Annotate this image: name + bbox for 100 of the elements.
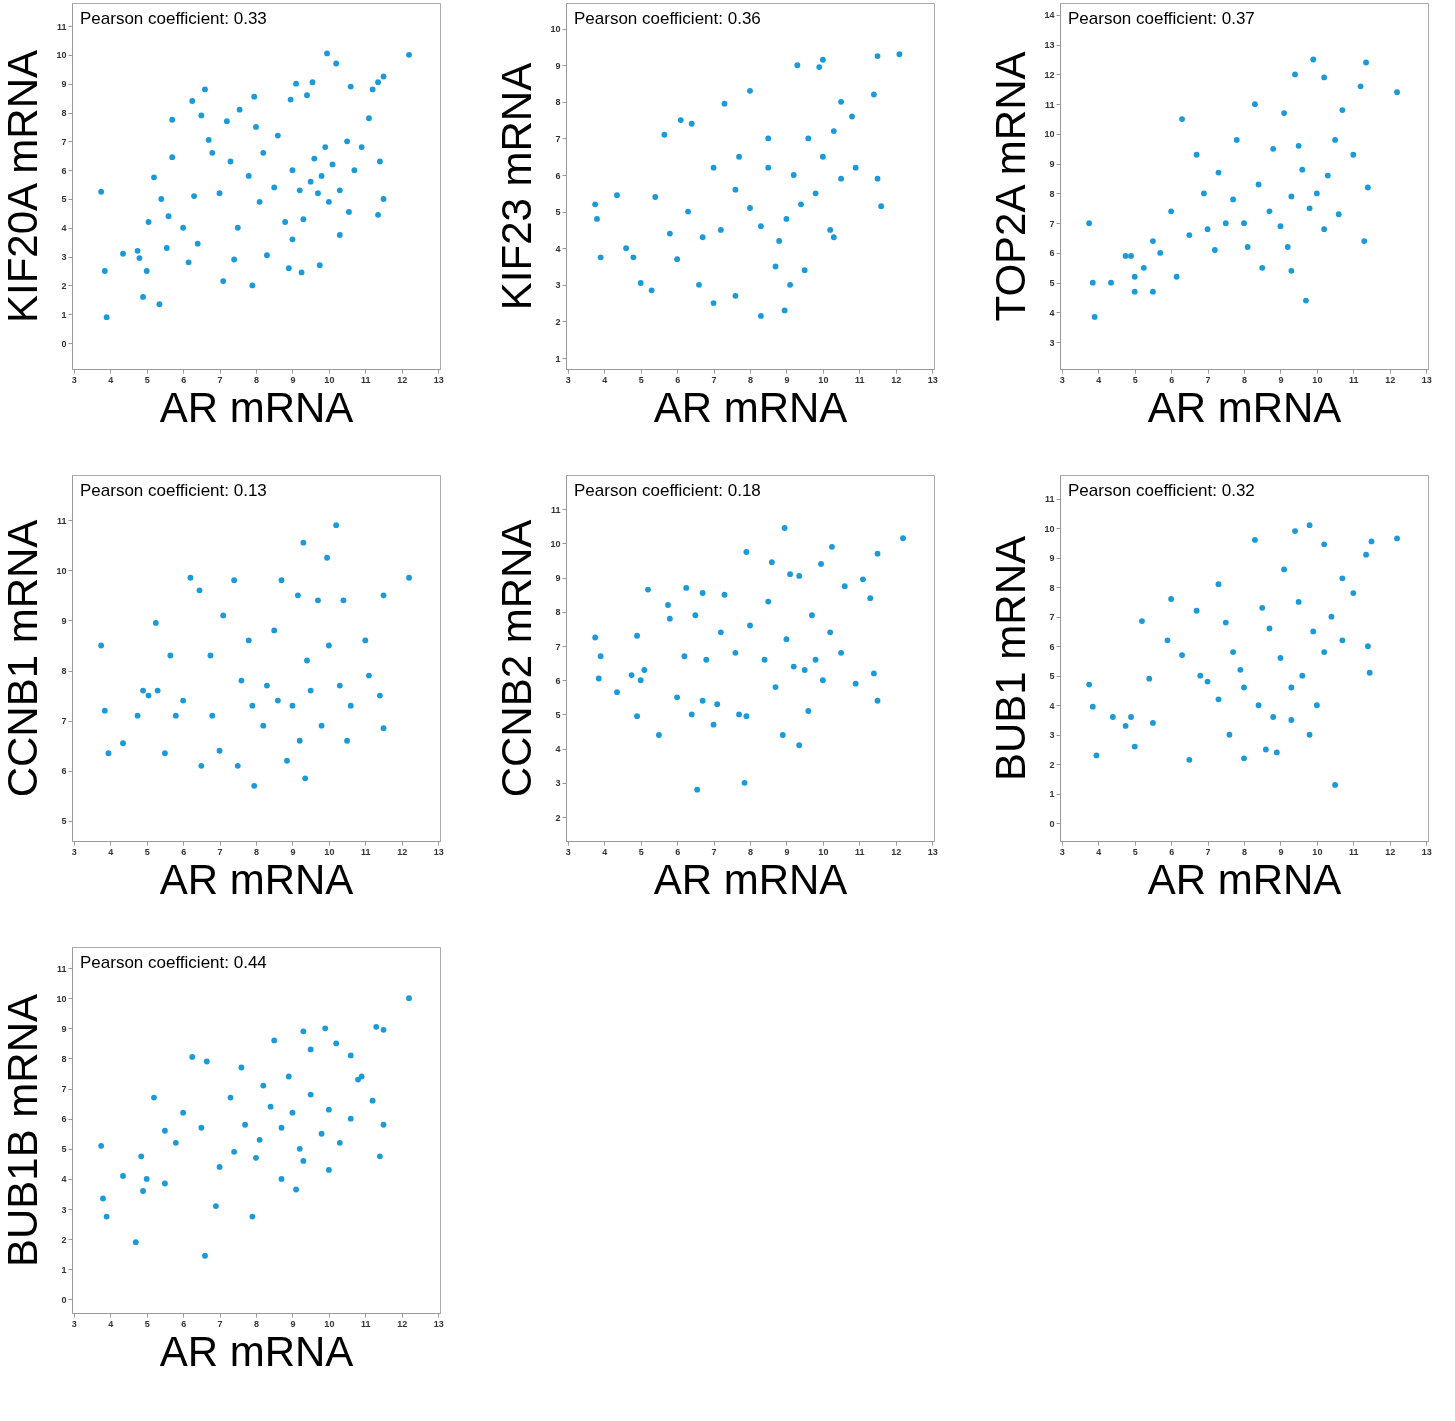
x-tick-label: 5 (1132, 374, 1138, 385)
point (1241, 684, 1247, 691)
point (1303, 297, 1309, 304)
y-tick-label: 5 (61, 194, 67, 205)
point (207, 652, 214, 659)
x-tick-label: 6 (675, 846, 681, 857)
y-tick-label: 10 (550, 24, 561, 35)
x-tick-label: 11 (361, 846, 371, 857)
x-tick-label: 12 (1385, 846, 1396, 857)
y-tick-label: 9 (61, 79, 67, 90)
y-tick-label: 9 (555, 60, 561, 71)
point (683, 584, 690, 591)
point (1244, 244, 1251, 250)
point (1139, 618, 1145, 625)
x-tick-label: 5 (144, 846, 150, 857)
x-tick-label: 7 (217, 1318, 223, 1329)
x-tick-label: 6 (675, 374, 681, 385)
x-tick-label: 7 (217, 846, 223, 857)
point (238, 677, 245, 684)
point (688, 711, 695, 718)
y-tick-label: 4 (555, 243, 561, 254)
x-axis-title: AR mRNA (653, 855, 848, 903)
point (1262, 746, 1269, 753)
point (1222, 220, 1229, 227)
point (798, 201, 804, 208)
point (1131, 288, 1138, 295)
x-tick-label: 3 (71, 846, 77, 857)
point (841, 583, 848, 590)
point (1091, 314, 1098, 320)
y-tick-label: 1 (61, 309, 67, 320)
point (140, 687, 146, 694)
point (592, 201, 599, 208)
point (294, 592, 301, 599)
point (736, 711, 742, 718)
x-tick-label: 13 (1421, 846, 1432, 857)
x-tick-label: 10 (324, 846, 335, 857)
point (874, 53, 881, 59)
y-axis-title: KIF23 mRNA (493, 62, 541, 311)
point (812, 190, 819, 197)
point (1222, 619, 1229, 626)
annotation: Pearson coefficient: 0.37 (1068, 9, 1255, 28)
point (271, 1037, 278, 1044)
point (1168, 596, 1175, 602)
point (699, 697, 706, 704)
point (819, 677, 826, 684)
x-tick-label: 10 (818, 374, 829, 385)
y-axis-title: CCNB2 mRNA (493, 519, 541, 798)
y-tick-label: 7 (61, 1084, 67, 1095)
y-tick-label: 3 (1049, 730, 1055, 741)
y-tick-label: 0 (1049, 818, 1055, 829)
y-tick-label: 2 (555, 812, 561, 823)
point (681, 653, 688, 660)
point (242, 1121, 248, 1128)
point (1233, 136, 1240, 143)
point (1335, 211, 1342, 218)
x-tick-label: 13 (433, 846, 444, 857)
point (98, 642, 105, 649)
y-tick-label: 8 (61, 108, 67, 119)
point (1122, 253, 1129, 259)
point (796, 742, 803, 749)
y-axis-title: BUB1B mRNA (0, 993, 47, 1268)
point (860, 576, 866, 583)
point (289, 702, 296, 709)
point (355, 1076, 361, 1083)
point (1366, 669, 1373, 676)
x-tick-label: 6 (181, 846, 187, 857)
point (1299, 672, 1306, 679)
point (1310, 56, 1317, 63)
x-axis-title: AR mRNA (159, 1327, 354, 1375)
point (732, 186, 739, 193)
point (134, 712, 141, 719)
x-tick-label: 13 (1421, 374, 1432, 385)
x-tick-label: 4 (108, 374, 114, 385)
point (870, 670, 877, 677)
point (1332, 782, 1338, 788)
x-tick-label: 4 (1096, 374, 1102, 385)
point (597, 653, 604, 660)
y-tick-label: 2 (1049, 759, 1055, 770)
point (772, 684, 779, 690)
point (594, 216, 600, 222)
point (1270, 714, 1277, 720)
point (732, 292, 739, 299)
y-tick-label: 7 (555, 133, 561, 144)
y-tick-label: 10 (56, 565, 67, 576)
point (1150, 288, 1156, 295)
x-tick-label: 5 (144, 1318, 150, 1329)
point (1215, 696, 1222, 703)
x-tick-label: 7 (711, 374, 717, 385)
x-tick-label: 5 (638, 846, 644, 857)
point (231, 1148, 238, 1155)
point (1273, 749, 1280, 756)
point (1306, 522, 1313, 529)
point (231, 577, 238, 584)
point (1339, 575, 1346, 582)
y-tick-label: 3 (61, 1204, 67, 1215)
x-tick-label: 12 (891, 846, 902, 857)
point (1281, 110, 1287, 117)
y-tick-label: 7 (61, 716, 67, 727)
point (819, 56, 826, 63)
point (140, 1188, 146, 1194)
